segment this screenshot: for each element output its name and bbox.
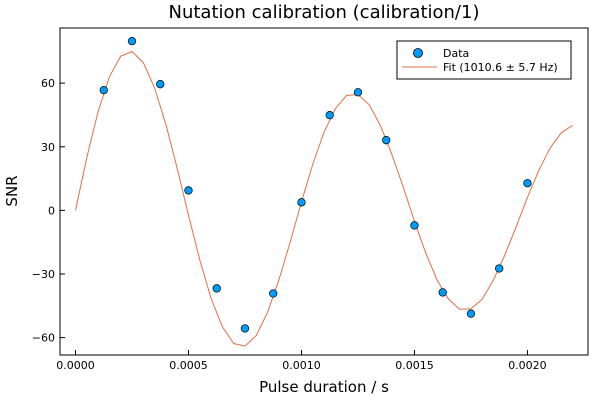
y-tick-label: 30 (41, 141, 55, 154)
data-point (156, 80, 165, 89)
x-tick-label: 0.0020 (508, 359, 547, 372)
data-point (212, 284, 221, 293)
data-point (438, 288, 447, 297)
data-point (466, 309, 476, 318)
x-axis: 0.0000 0.0005 0.0010 0.0015 0.0020 (56, 350, 547, 372)
y-tick-label: 60 (41, 77, 55, 90)
y-tick-label: −60 (32, 332, 55, 345)
y-tick-label: 0 (48, 204, 55, 217)
legend-box (396, 40, 572, 80)
data-point (99, 85, 108, 95)
legend-data-marker (413, 48, 423, 58)
y-axis: −60 −30 0 30 60 (32, 77, 65, 345)
data-point (240, 324, 250, 333)
data-point (297, 198, 306, 207)
data-point (353, 88, 363, 97)
data-point (184, 186, 193, 195)
data-point (127, 36, 137, 46)
y-tick-label: −30 (32, 268, 55, 281)
y-axis-label: SNR (3, 175, 21, 206)
x-axis-label: Pulse duration / s (259, 378, 389, 396)
data-point (495, 264, 504, 273)
x-tick-label: 0.0010 (282, 359, 321, 372)
legend-fit-label: Fit (1010.6 ± 5.7 Hz) (443, 61, 558, 74)
data-point (382, 136, 391, 145)
plot-series (75, 36, 573, 347)
legend: Data Fit (1010.6 ± 5.7 Hz) (396, 40, 572, 80)
chart-title: Nutation calibration (calibration/1) (169, 2, 480, 23)
x-tick-label: 0.0000 (56, 359, 95, 372)
data-point (410, 221, 419, 230)
fit-line (75, 50, 573, 347)
x-tick-label: 0.0005 (169, 359, 208, 372)
plot-area (59, 27, 589, 356)
data-point (325, 111, 334, 120)
x-tick-label: 0.0015 (395, 359, 434, 372)
data-point (269, 289, 278, 298)
legend-data-label: Data (443, 47, 469, 60)
data-point (523, 179, 532, 188)
